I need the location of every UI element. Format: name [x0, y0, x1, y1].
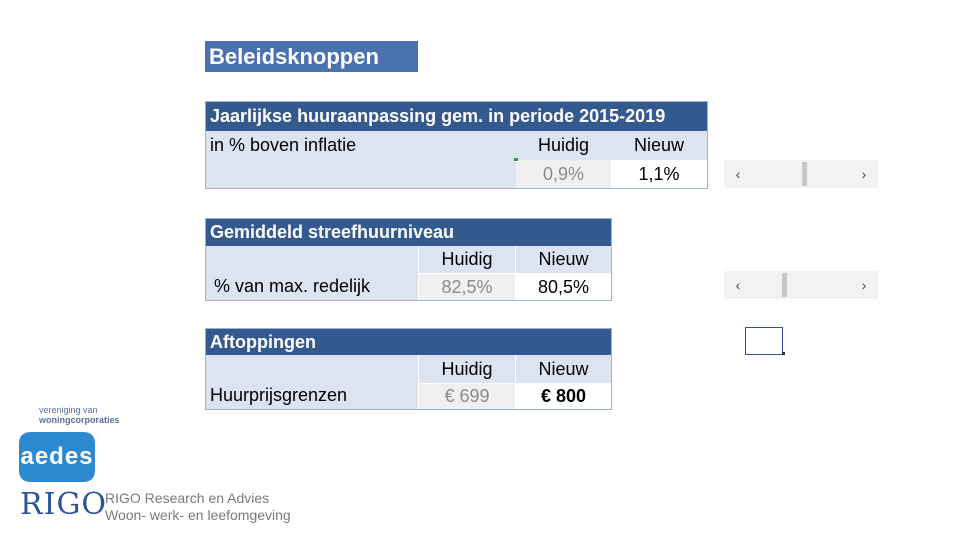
scroll-right-arrow-icon[interactable]: ›	[861, 277, 867, 293]
col-new-header: Nieuw	[516, 246, 611, 273]
col-current-header: Huidig	[516, 131, 611, 160]
target-rent-scrollbar[interactable]: ‹ ›	[724, 271, 878, 299]
section-target-rent: Gemiddeld streefhuurniveau % van max. re…	[205, 218, 612, 301]
section-header: Jaarlijkse huuraanpassing gem. in period…	[206, 102, 707, 131]
aedes-tagline-line2: woningcorporaties	[39, 415, 120, 425]
rigo-tagline: RIGO Research en Advies Woon- werk- en l…	[105, 490, 291, 524]
rent-adjustment-scrollbar[interactable]: ‹ ›	[724, 160, 878, 188]
col-current-header: Huidig	[419, 355, 515, 383]
new-value: 80,5%	[516, 274, 611, 300]
scroll-left-arrow-icon[interactable]: ‹	[735, 166, 741, 182]
aedes-logo: aedes	[19, 432, 95, 482]
checkbox-handle	[782, 352, 785, 355]
aedes-tagline: vereniging van woningcorporaties	[39, 405, 120, 425]
current-value: 0,9%	[516, 160, 611, 188]
section-header: Gemiddeld streefhuurniveau	[206, 219, 611, 246]
new-value: 1,1%	[611, 160, 707, 188]
row-label: in % boven inflatie	[206, 131, 516, 160]
new-value: € 800	[516, 384, 611, 409]
scroll-right-arrow-icon[interactable]: ›	[861, 166, 867, 182]
cell-marker	[514, 158, 518, 161]
scroll-track[interactable]	[752, 160, 850, 188]
aedes-tagline-line1: vereniging van	[39, 405, 98, 415]
rigo-line2: Woon- werk- en leefomgeving	[105, 507, 291, 523]
current-value: € 699	[419, 384, 515, 409]
capping-checkbox[interactable]	[745, 327, 783, 355]
col-new-header: Nieuw	[516, 355, 611, 383]
scroll-track[interactable]	[752, 271, 850, 299]
row-label: % van max. redelijk	[206, 246, 418, 300]
scroll-thumb[interactable]	[802, 162, 808, 186]
scroll-thumb[interactable]	[781, 273, 787, 297]
row-label: Huurprijsgrenzen	[206, 355, 418, 409]
section-header: Aftoppingen	[206, 329, 611, 355]
rigo-logo: RIGO	[20, 487, 107, 522]
page-title: Beleidsknoppen	[205, 41, 418, 72]
col-current-header: Huidig	[419, 246, 515, 273]
current-value: 82,5%	[419, 274, 515, 300]
rigo-line1: RIGO Research en Advies	[105, 490, 270, 506]
section-rent-adjustment: Jaarlijkse huuraanpassing gem. in period…	[205, 101, 708, 189]
empty-cell	[206, 160, 516, 188]
scroll-left-arrow-icon[interactable]: ‹	[735, 277, 741, 293]
aedes-mark: aedes	[20, 443, 94, 470]
col-new-header: Nieuw	[611, 131, 707, 160]
section-capping: Aftoppingen Huurprijsgrenzen Huidig Nieu…	[205, 328, 612, 410]
